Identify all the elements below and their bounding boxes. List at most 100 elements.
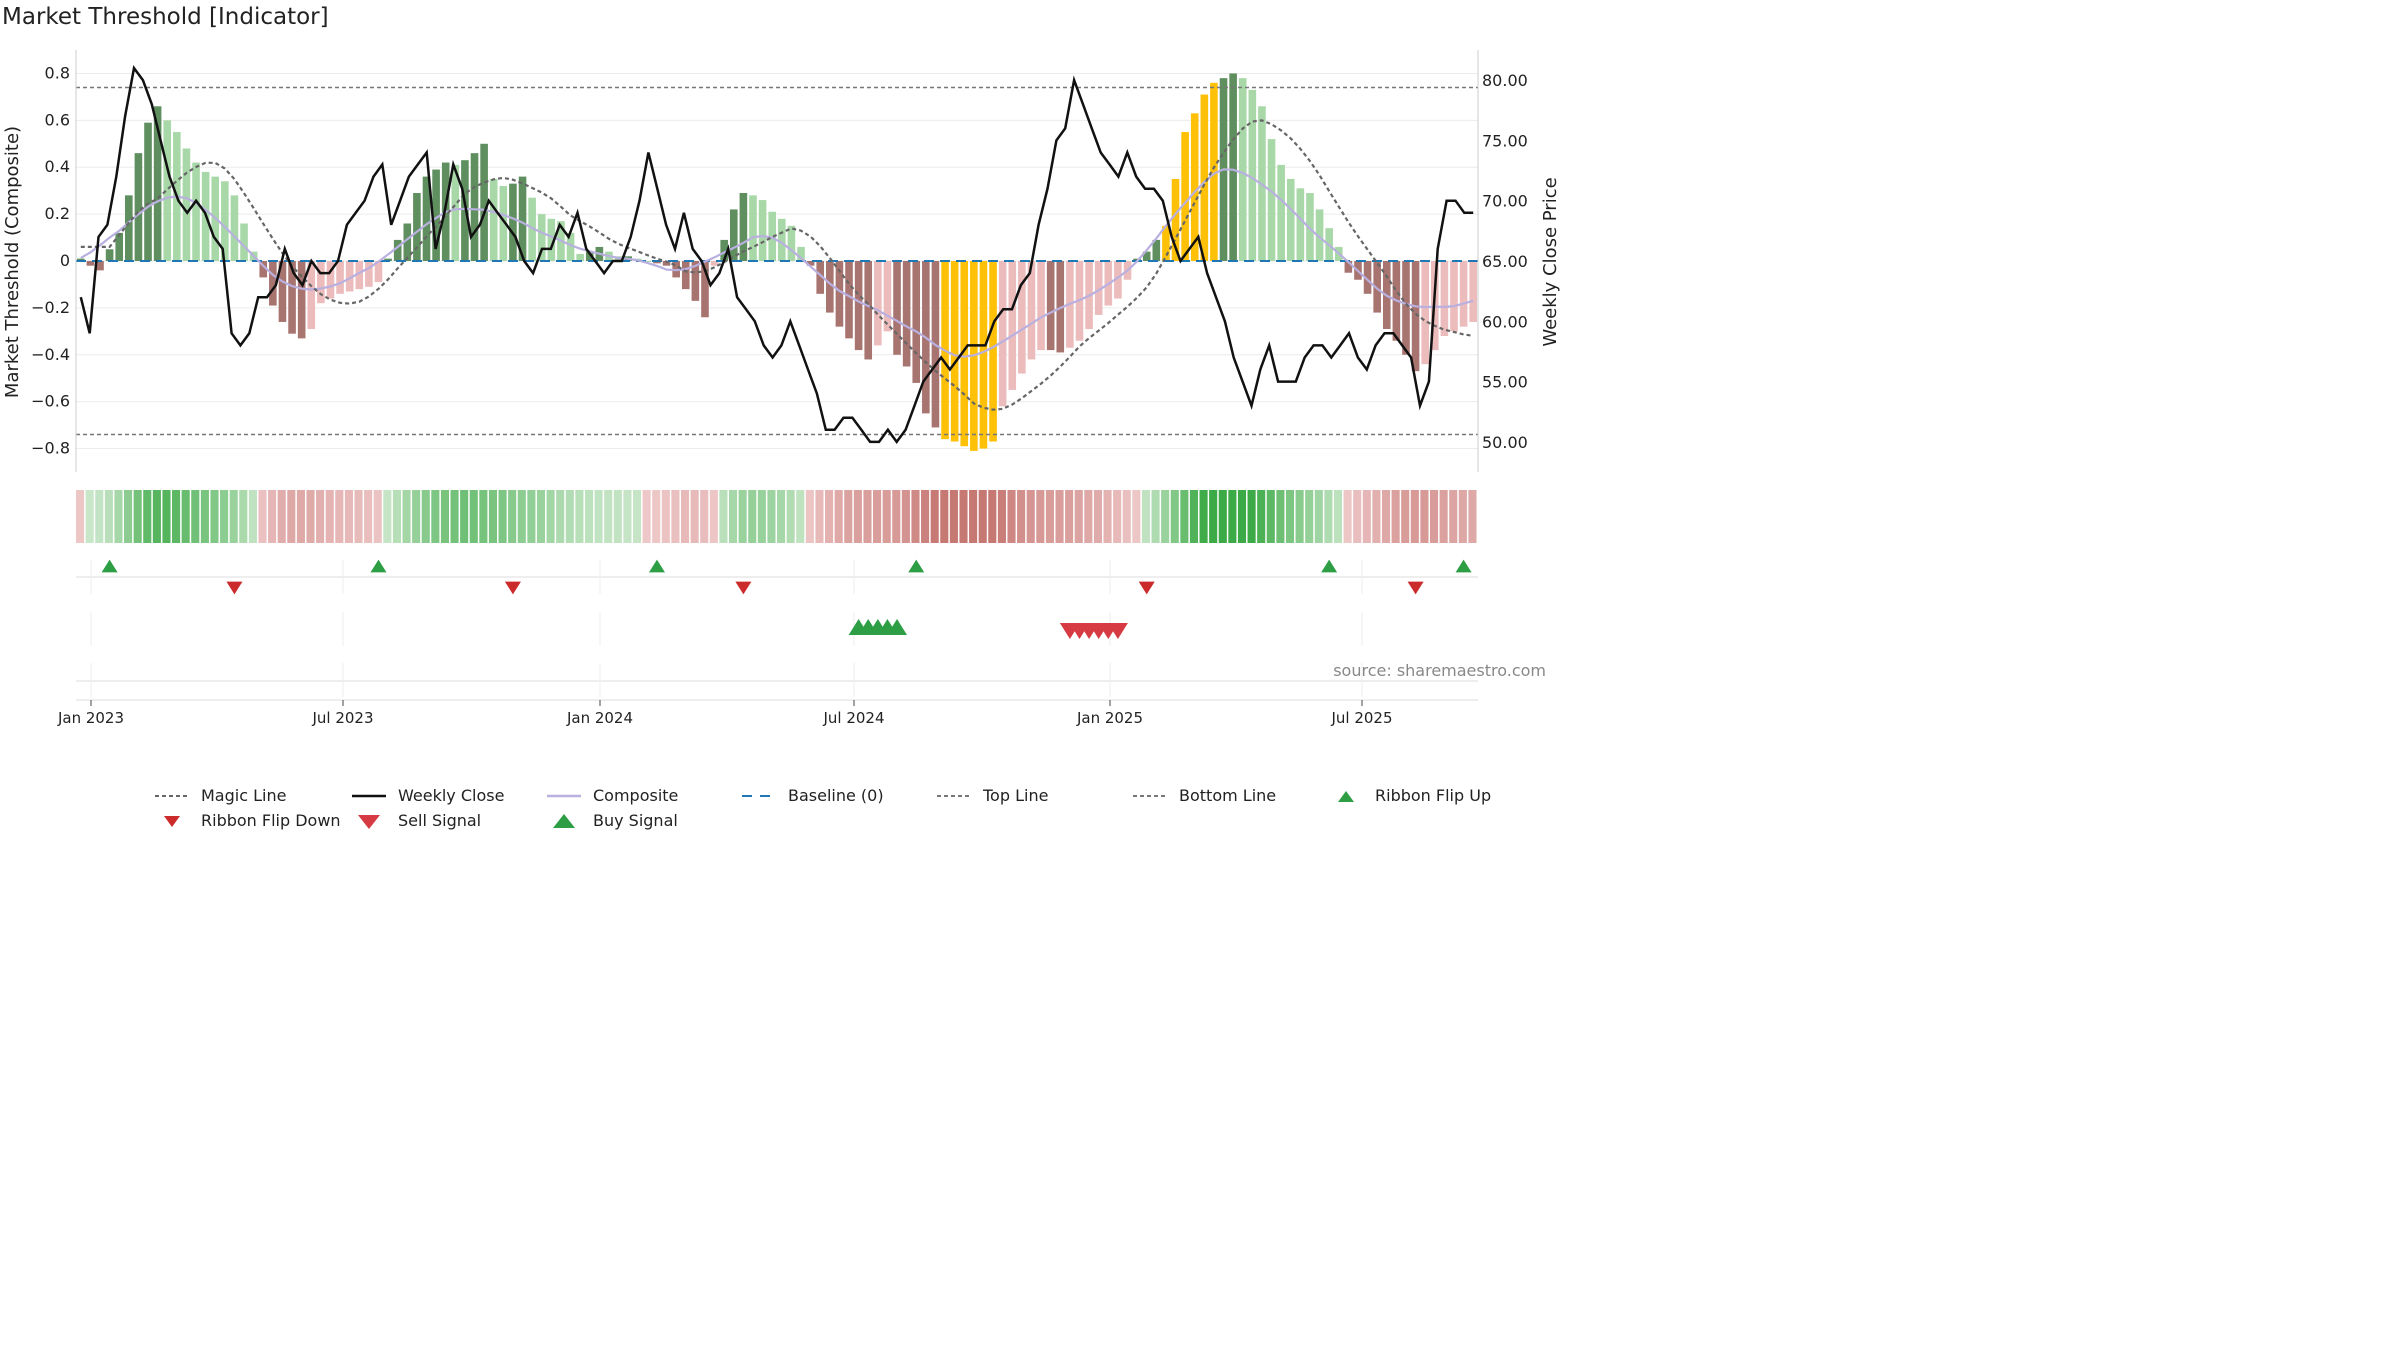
y-axis-label-right: Weekly Close Price — [1540, 177, 1560, 346]
histogram-bar — [317, 261, 325, 304]
ribbon-cell — [1170, 490, 1179, 543]
ribbon-cell — [248, 490, 257, 543]
histogram-bar — [355, 261, 364, 290]
histogram-bar — [576, 253, 584, 261]
ribbon-cell — [757, 490, 766, 543]
ribbon-cell — [296, 490, 305, 543]
ribbon-flip-down-marker — [1138, 581, 1155, 595]
legend-symbol-icon — [553, 813, 575, 828]
histogram-bar — [432, 169, 440, 261]
legend-item: Weekly Close — [350, 786, 504, 805]
histogram-bar — [297, 261, 306, 339]
ribbon-cell — [104, 490, 113, 543]
ribbon-cell — [882, 490, 891, 543]
histogram-bar — [1008, 261, 1017, 390]
ribbon-cell — [748, 490, 757, 543]
ribbon-cell — [1122, 490, 1131, 543]
ribbon-cell — [114, 490, 123, 543]
ribbon-cell — [373, 490, 382, 543]
ribbon-cell — [1295, 490, 1304, 543]
ribbon-cell — [1026, 490, 1035, 543]
ribbon-cell — [1276, 490, 1285, 543]
ribbon-cell — [220, 490, 229, 543]
histogram-bar — [374, 261, 383, 283]
ribbon-cell — [354, 490, 363, 543]
ribbon-cell — [469, 490, 478, 543]
legend-label: Ribbon Flip Up — [1375, 786, 1492, 805]
ribbon-cell — [978, 490, 987, 543]
ribbon-cell — [805, 490, 814, 543]
buy-signal-marker — [887, 619, 908, 635]
ribbon-flip-up-marker — [101, 559, 118, 573]
ribbon-cell — [124, 490, 133, 543]
histogram-bar — [1114, 261, 1122, 299]
ribbon-cell — [556, 490, 565, 543]
ribbon-cell — [258, 490, 267, 543]
histogram-bar — [902, 261, 911, 367]
legend-triangle — [553, 813, 575, 828]
legend-item: Top Line — [935, 786, 1048, 805]
x-tick-label: Jul 2025 — [1330, 709, 1392, 727]
ribbon-cell — [402, 490, 411, 543]
ribbon-cell — [1439, 490, 1448, 543]
histogram-bar — [240, 223, 248, 261]
histogram-bar — [989, 261, 997, 442]
histogram-bar — [480, 143, 488, 261]
ribbon-flip-down-marker — [1407, 581, 1424, 595]
histogram-bar — [115, 232, 124, 261]
histogram-bar — [998, 261, 1007, 407]
ribbon-cell — [1218, 490, 1227, 543]
ribbon-cell — [268, 490, 277, 543]
histogram-bar — [1171, 178, 1180, 261]
histogram-bar — [653, 261, 661, 264]
ribbon-cell — [95, 490, 104, 543]
weekly-close-line — [79, 65, 1474, 445]
ribbon-cell — [623, 490, 632, 543]
ribbon-cell — [383, 490, 392, 543]
ribbon-cell — [1055, 490, 1064, 543]
histogram-bar — [979, 261, 988, 449]
histogram-bar — [384, 258, 392, 261]
histogram-bar — [528, 197, 536, 261]
histogram-bar — [336, 261, 344, 294]
histogram-bars — [77, 73, 1477, 451]
ribbon-cell — [1324, 490, 1333, 543]
ribbon-cell — [1458, 490, 1467, 543]
y-right-tick-label: 65.00 — [1482, 252, 1528, 271]
ribbon-cell — [1199, 490, 1208, 543]
legend-item: Ribbon Flip Up — [1327, 786, 1491, 805]
ribbon-cell — [1285, 490, 1295, 543]
y-right-tick-label: 80.00 — [1482, 71, 1528, 90]
histogram-bar — [787, 225, 796, 261]
histogram-bar — [1363, 261, 1372, 294]
legend-symbol-icon — [1338, 790, 1354, 802]
legend-symbol-icon — [1133, 794, 1167, 797]
ribbon-cell — [863, 490, 872, 543]
ribbon-cell — [777, 490, 786, 543]
ribbon-cell — [181, 490, 190, 543]
ribbon-cell — [1343, 490, 1352, 543]
ribbon-cell — [1103, 490, 1112, 543]
legend-label: Composite — [593, 786, 679, 805]
histogram-bar — [681, 261, 690, 290]
histogram-bar — [221, 181, 229, 261]
x-tick-label: Jan 2025 — [1076, 709, 1143, 727]
histogram-bar — [1162, 225, 1170, 261]
histogram-bar — [537, 214, 546, 261]
histogram-bar — [163, 120, 172, 261]
histogram-bar — [1402, 261, 1410, 355]
ribbon-cell — [306, 490, 315, 543]
histogram-bar — [1229, 73, 1237, 261]
ribbon-cell — [1045, 490, 1054, 543]
histogram-bar — [269, 261, 277, 306]
histogram-bar — [710, 261, 719, 266]
ribbon-cell — [1266, 490, 1275, 543]
ribbon-cell — [527, 490, 536, 543]
ribbon-cell — [287, 490, 296, 543]
ribbon-cell — [162, 490, 171, 543]
histogram-bar — [461, 160, 469, 261]
ribbon-cell — [642, 490, 651, 543]
y-axis-label-left: Market Threshold (Composite) — [2, 126, 23, 398]
ribbon-cell — [172, 490, 181, 543]
ribbon-cell — [969, 490, 978, 543]
